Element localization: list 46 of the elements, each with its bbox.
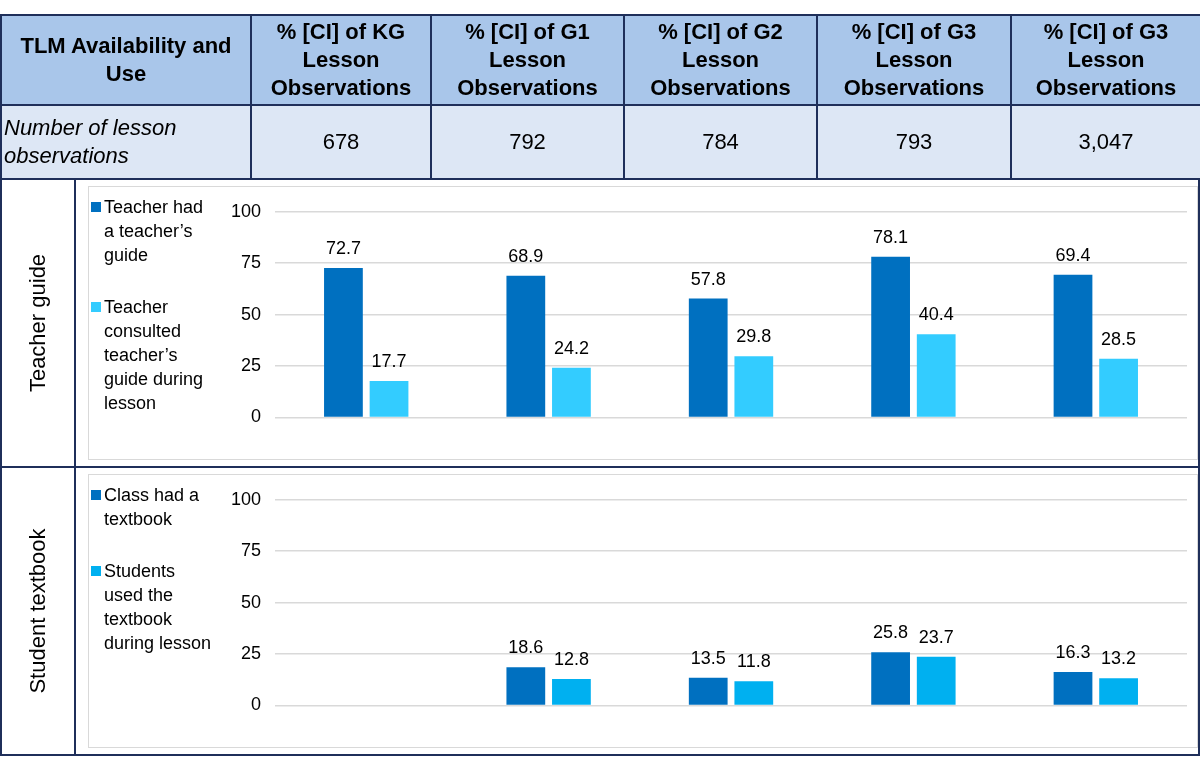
legend-label: Teacher consulted teacher’s guide during lesson	[104, 296, 205, 415]
data-label: 17.7	[371, 350, 407, 371]
data-label: 28.5	[1101, 328, 1137, 349]
text: Number of lesson observations	[1, 105, 251, 179]
category-label: % [CI] of KG Lesson Observations	[251, 15, 431, 105]
legend-label: Students used the textbook during lesson	[104, 560, 213, 655]
y-tick-label: 0	[251, 406, 262, 427]
data-label: 24.2	[553, 337, 589, 358]
text: 3,047	[1011, 105, 1200, 179]
y-tick-label: 50	[241, 591, 262, 612]
legend-label: Teacher had a teacher’s guide	[104, 196, 205, 267]
y-tick-label: 75	[241, 252, 262, 273]
y-tick-label: 25	[241, 642, 262, 663]
y-tick-label: 100	[230, 200, 262, 221]
data-label: 72.7	[325, 237, 361, 258]
text: 784	[624, 105, 817, 179]
data-label: 25.8	[873, 622, 909, 643]
text: TLM Availability and Use	[1, 15, 251, 105]
y-axis-title: Teacher guide	[25, 253, 51, 393]
data-label: 11.8	[736, 651, 771, 672]
data-label: 13.2	[1101, 648, 1137, 669]
data-label: 29.8	[736, 326, 772, 347]
data-label: 16.3	[1055, 641, 1091, 662]
category-label: % [CI] of G1 Lesson Observations	[431, 15, 624, 105]
category-label: % [CI] of G3 Lesson Observations	[1011, 15, 1200, 105]
text: 793	[817, 105, 1011, 179]
y-tick-label: 75	[241, 540, 262, 561]
data-label: 57.8	[690, 268, 726, 289]
y-tick-label: 25	[241, 354, 262, 375]
category-label: % [CI] of G3 Lesson Observations	[817, 15, 1011, 105]
y-tick-label: 100	[230, 488, 262, 509]
y-tick-label: 50	[241, 303, 262, 324]
text: 792	[431, 105, 624, 179]
category-label: % [CI] of G2 Lesson Observations	[624, 15, 817, 105]
y-axis-title: Student textbook	[25, 528, 51, 694]
y-tick-label: 0	[251, 694, 262, 715]
text: 678	[251, 105, 431, 179]
data-label: 78.1	[873, 226, 909, 247]
data-label: 23.7	[918, 626, 954, 647]
data-label: 12.8	[553, 649, 589, 670]
legend-label: Class had a textbook	[104, 484, 201, 531]
data-label: 69.4	[1055, 244, 1091, 265]
data-label: 68.9	[508, 245, 544, 266]
data-label: 40.4	[918, 304, 954, 325]
data-label: 18.6	[508, 637, 544, 658]
data-label: 13.5	[690, 647, 726, 668]
